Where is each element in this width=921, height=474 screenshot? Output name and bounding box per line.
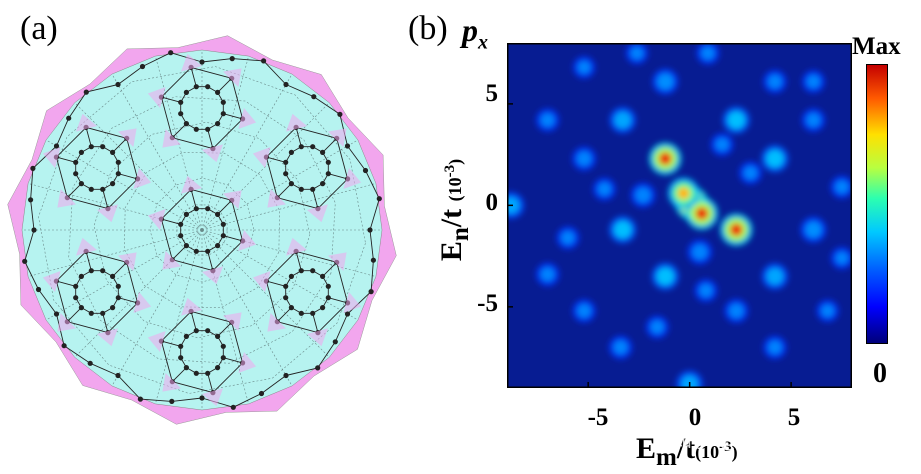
bond-network [24, 52, 380, 408]
colorbar [866, 64, 888, 344]
ytick-label: 5 [485, 80, 499, 107]
xtick-label: -5 [587, 404, 609, 431]
colorbar-min-label: 0 [873, 358, 887, 389]
plot-frame [507, 43, 852, 388]
x-axis-label: Em/t(10-3) [636, 432, 738, 471]
ytick-label: 0 [485, 189, 499, 216]
ytick-label: -5 [477, 290, 498, 317]
orbital-label: px [462, 12, 488, 54]
watermark: 知乎 @PASE爬山虎 [672, 428, 849, 452]
xtick-label: 0 [688, 404, 702, 431]
colorbar-max-label: Max [852, 33, 901, 60]
panel-b-label: (b) [408, 10, 448, 47]
panel-a-label: (a) [20, 10, 58, 47]
heatmap-plot [507, 43, 852, 388]
xtick-label: 5 [787, 404, 801, 431]
heatmap-peaks [507, 43, 852, 388]
y-axis-label: En/t (10-3) [435, 158, 474, 262]
heatmap-background [507, 43, 852, 388]
quasicrystal-tiling [7, 35, 397, 425]
